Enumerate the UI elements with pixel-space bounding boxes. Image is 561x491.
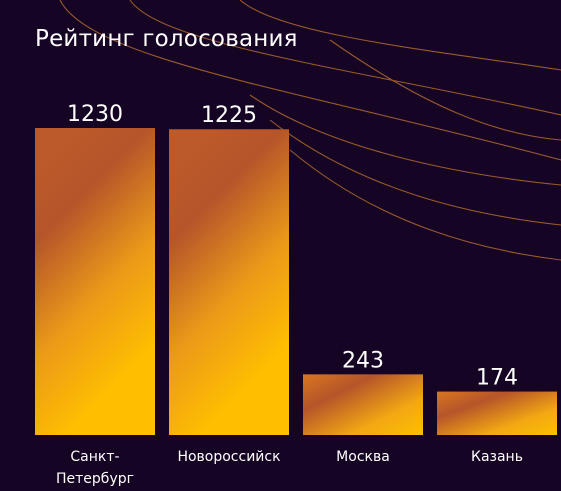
decor-curve <box>289 149 561 261</box>
decor-curve <box>239 0 561 71</box>
category-label: Петербург <box>56 471 134 487</box>
category-label: Казань <box>471 449 523 465</box>
category-label: Новороссийск <box>177 449 280 465</box>
decor-curve <box>249 94 561 186</box>
bar-1 <box>35 128 155 435</box>
value-label: 1230 <box>67 102 123 127</box>
bar-2 <box>169 129 289 435</box>
bar-4 <box>437 391 557 435</box>
category-labels-group: Санкт- Петербург Новороссийск Москва Казань <box>56 449 523 487</box>
value-label: 243 <box>342 348 384 373</box>
chart-title: Рейтинг голосования <box>35 26 298 52</box>
bar-3 <box>303 374 423 435</box>
value-labels-group: 1230 1225 243 174 <box>67 102 518 391</box>
decor-curve <box>59 0 561 161</box>
decor-curve <box>269 119 561 226</box>
decor-curve <box>329 39 561 141</box>
category-label: Санкт- <box>70 449 119 465</box>
decorative-curves <box>59 0 561 261</box>
value-label: 174 <box>476 366 518 391</box>
bars-group <box>35 128 557 435</box>
decor-curve <box>129 0 561 116</box>
value-label: 1225 <box>201 103 257 128</box>
category-label: Москва <box>336 449 390 465</box>
